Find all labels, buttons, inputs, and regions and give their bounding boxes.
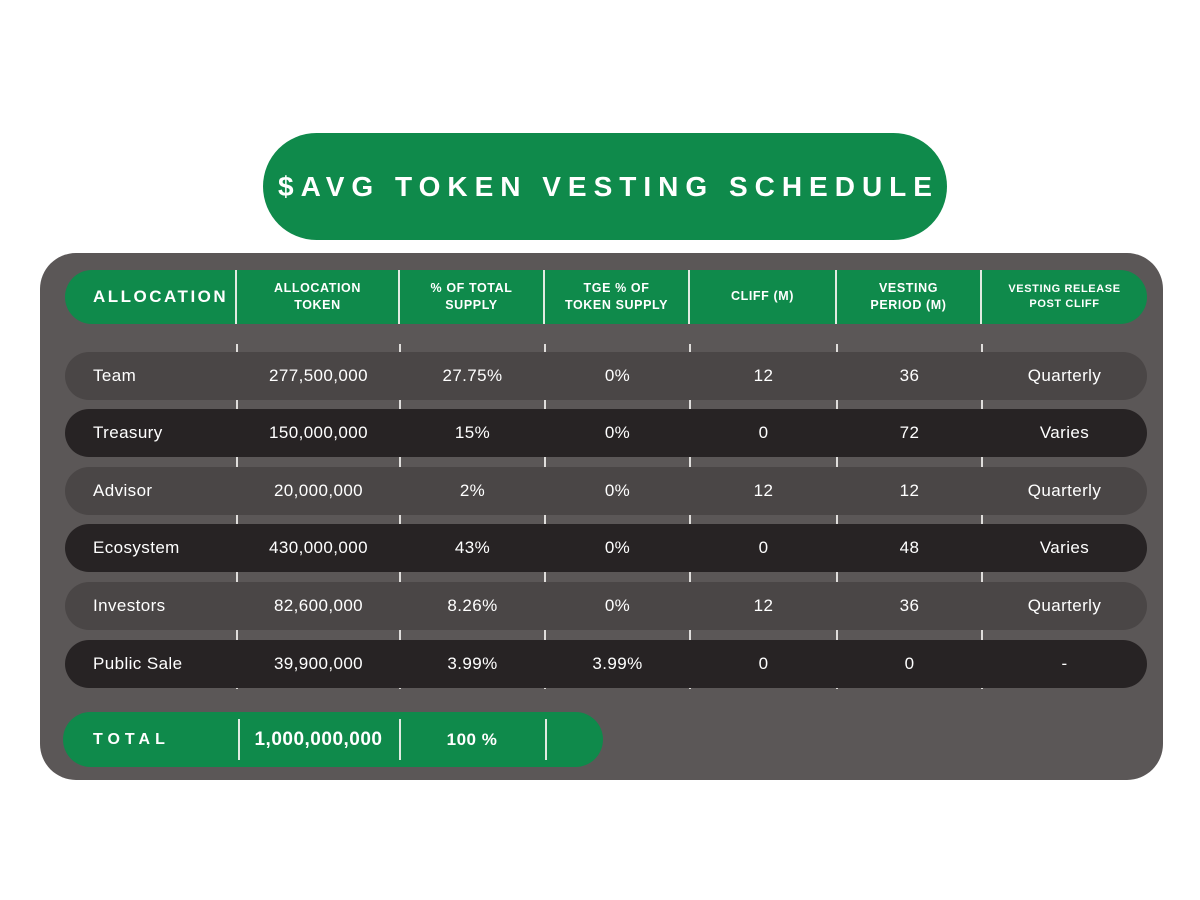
cell-allocation: Public Sale bbox=[93, 654, 183, 673]
total-pct: 100 % bbox=[446, 729, 498, 749]
cell-vesting-release: Varies bbox=[1039, 423, 1090, 442]
total-tokens: 1,000,000,000 bbox=[254, 728, 383, 750]
cell-pct-total-supply: 27.75% bbox=[442, 366, 503, 385]
cell-vesting-period: 12 bbox=[899, 481, 920, 500]
cell-allocation-token: 39,900,000 bbox=[273, 654, 364, 673]
cell-allocation-token: 82,600,000 bbox=[273, 596, 364, 615]
cell-allocation-token: 20,000,000 bbox=[273, 481, 364, 500]
cell-allocation: Treasury bbox=[93, 423, 163, 442]
column-divider bbox=[544, 344, 546, 689]
column-divider bbox=[981, 344, 983, 689]
column-divider bbox=[399, 344, 401, 689]
cell-vesting-period: 72 bbox=[899, 423, 920, 442]
vesting-table-container: ALLOCATION ALLOCATION TOKEN % OF TOTAL S… bbox=[40, 253, 1163, 780]
cell-allocation: Investors bbox=[93, 596, 166, 615]
cell-pct-total-supply: 8.26% bbox=[447, 596, 498, 615]
cell-vesting-release: Quarterly bbox=[1027, 481, 1102, 500]
cell-allocation: Ecosystem bbox=[93, 538, 180, 557]
header-allocation-token: ALLOCATION TOKEN bbox=[237, 270, 400, 324]
header-vesting-release: VESTING RELEASE POST CLIFF bbox=[1008, 282, 1121, 310]
table-row-treasury: Treasury 150,000,000 15% 0% 0 72 Varies bbox=[65, 409, 1147, 457]
cell-vesting-period: 36 bbox=[899, 596, 920, 615]
cell-tge-pct: 0% bbox=[604, 538, 631, 557]
cell-vesting-period: 0 bbox=[904, 654, 915, 673]
cell-cliff: 12 bbox=[753, 366, 774, 385]
cell-cliff: 0 bbox=[758, 423, 769, 442]
cell-pct-total-supply: 43% bbox=[454, 538, 491, 557]
cell-pct-total-supply: 2% bbox=[459, 481, 486, 500]
total-divider bbox=[399, 719, 401, 760]
cell-allocation-token: 150,000,000 bbox=[269, 423, 368, 442]
cell-vesting-release: Varies bbox=[1039, 538, 1090, 557]
table-row-public-sale: Public Sale 39,900,000 3.99% 3.99% 0 0 - bbox=[65, 640, 1147, 688]
title-banner: $AVG TOKEN VESTING SCHEDULE bbox=[263, 133, 947, 240]
header-cliff: CLIFF (M) bbox=[690, 270, 837, 324]
table-row-advisor: Advisor 20,000,000 2% 0% 12 12 Quarterly bbox=[65, 467, 1147, 515]
total-row: TOTAL 1,000,000,000 100 % bbox=[63, 712, 603, 767]
table-row-investors: Investors 82,600,000 8.26% 0% 12 36 Quar… bbox=[65, 582, 1147, 630]
header-allocation: ALLOCATION bbox=[65, 270, 237, 324]
total-divider bbox=[238, 719, 240, 760]
cell-vesting-period: 48 bbox=[899, 538, 920, 557]
header-vesting-period: VESTING PERIOD (M) bbox=[837, 270, 982, 324]
page-title: $AVG TOKEN VESTING SCHEDULE bbox=[278, 170, 939, 202]
header-tge-pct: TGE % OF TOKEN SUPPLY bbox=[545, 270, 690, 324]
column-divider bbox=[836, 344, 838, 689]
cell-tge-pct: 0% bbox=[604, 366, 631, 385]
cell-tge-pct: 0% bbox=[604, 481, 631, 500]
column-divider bbox=[236, 344, 238, 689]
table-header: ALLOCATION ALLOCATION TOKEN % OF TOTAL S… bbox=[65, 270, 1147, 324]
total-label: TOTAL bbox=[93, 730, 170, 748]
cell-vesting-release: Quarterly bbox=[1027, 366, 1102, 385]
cell-allocation: Team bbox=[93, 366, 137, 385]
header-pct-total-supply: % OF TOTAL SUPPLY bbox=[400, 270, 545, 324]
cell-cliff: 0 bbox=[758, 654, 769, 673]
cell-vesting-period: 36 bbox=[899, 366, 920, 385]
cell-vesting-release: - bbox=[1061, 654, 1068, 673]
cell-cliff: 0 bbox=[758, 538, 769, 557]
cell-tge-pct: 0% bbox=[604, 423, 631, 442]
total-divider bbox=[545, 719, 547, 760]
table-row-team: Team 277,500,000 27.75% 0% 12 36 Quarter… bbox=[65, 352, 1147, 400]
cell-tge-pct: 0% bbox=[604, 596, 631, 615]
cell-cliff: 12 bbox=[753, 596, 774, 615]
cell-allocation-token: 277,500,000 bbox=[269, 366, 368, 385]
column-divider bbox=[689, 344, 691, 689]
table-row-ecosystem: Ecosystem 430,000,000 43% 0% 0 48 Varies bbox=[65, 524, 1147, 572]
cell-pct-total-supply: 15% bbox=[454, 423, 491, 442]
cell-pct-total-supply: 3.99% bbox=[447, 654, 498, 673]
cell-cliff: 12 bbox=[753, 481, 774, 500]
cell-tge-pct: 3.99% bbox=[592, 654, 643, 673]
cell-allocation: Advisor bbox=[93, 481, 153, 500]
cell-allocation-token: 430,000,000 bbox=[269, 538, 368, 557]
cell-vesting-release: Quarterly bbox=[1027, 596, 1102, 615]
